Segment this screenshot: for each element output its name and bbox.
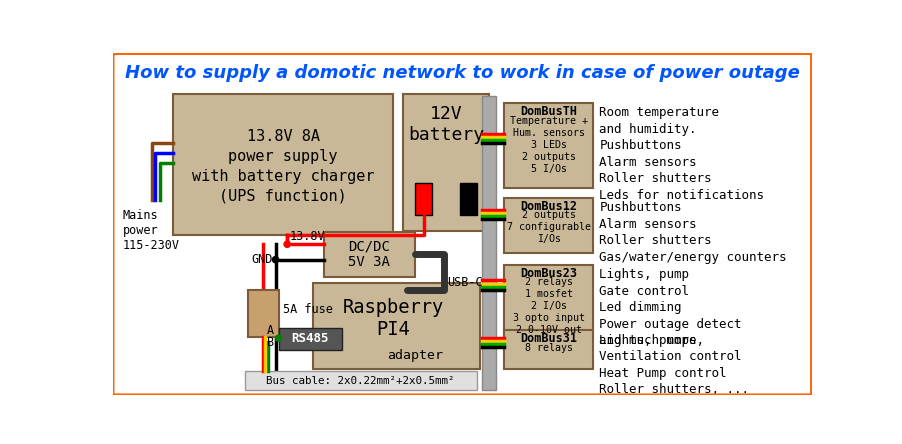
FancyBboxPatch shape xyxy=(173,94,392,235)
FancyBboxPatch shape xyxy=(244,371,477,390)
Circle shape xyxy=(284,241,290,247)
Text: DC/DC
5V 3A: DC/DC 5V 3A xyxy=(348,239,391,270)
FancyBboxPatch shape xyxy=(313,283,480,369)
Text: DomBus31: DomBus31 xyxy=(520,333,577,345)
Text: Pushbuttons
Alarm sensors
Roller shutters
Gas/water/energy counters: Pushbuttons Alarm sensors Roller shutter… xyxy=(600,201,787,264)
Bar xyxy=(460,182,477,215)
FancyBboxPatch shape xyxy=(504,198,594,254)
Text: 8 relays: 8 relays xyxy=(525,343,573,353)
Text: B: B xyxy=(267,336,274,349)
Text: Room temperature
and humidity.
Pushbuttons
Alarm sensors
Roller shutters
Leds fo: Room temperature and humidity. Pushbutto… xyxy=(600,107,765,202)
Text: Lights, pumps,
Ventilation control
Heat Pump control
Roller shutters, ...: Lights, pumps, Ventilation control Heat … xyxy=(600,333,750,396)
Circle shape xyxy=(275,335,281,341)
Text: How to supply a domotic network to work in case of power outage: How to supply a domotic network to work … xyxy=(124,64,800,82)
Text: 13.8V: 13.8V xyxy=(290,230,325,243)
Text: USB-C: USB-C xyxy=(447,276,483,289)
FancyBboxPatch shape xyxy=(248,289,279,337)
Bar xyxy=(415,182,432,215)
Text: 2 relays
1 mosfet
2 I/Os
3 opto input
2 0-10V out: 2 relays 1 mosfet 2 I/Os 3 opto input 2 … xyxy=(512,278,584,335)
Text: Lights, pump
Gate control
Led dimming
Power outage detect
and much more: Lights, pump Gate control Led dimming Po… xyxy=(600,268,742,347)
Circle shape xyxy=(272,257,279,263)
FancyBboxPatch shape xyxy=(504,330,594,369)
Text: 5A fuse: 5A fuse xyxy=(283,303,333,316)
Text: DomBusTH: DomBusTH xyxy=(520,105,577,118)
Text: 12V
battery: 12V battery xyxy=(408,106,484,144)
Text: GND: GND xyxy=(251,253,272,266)
Text: A: A xyxy=(267,324,274,337)
FancyBboxPatch shape xyxy=(403,94,489,231)
Bar xyxy=(482,95,495,390)
FancyBboxPatch shape xyxy=(504,103,594,188)
Text: 13.8V 8A
power supply
with battery charger
(UPS function): 13.8V 8A power supply with battery charg… xyxy=(192,129,374,204)
Text: adapter: adapter xyxy=(387,349,443,361)
Text: Temperature +
Hum. sensors
3 LEDs
2 outputs
5 I/Os: Temperature + Hum. sensors 3 LEDs 2 outp… xyxy=(510,115,588,174)
Text: DomBus12: DomBus12 xyxy=(520,200,577,213)
FancyBboxPatch shape xyxy=(324,232,415,277)
Text: Mains
power
115-230V: Mains power 115-230V xyxy=(123,209,179,252)
FancyBboxPatch shape xyxy=(279,328,342,350)
Text: Bus cable: 2x0.22mm²+2x0.5mm²: Bus cable: 2x0.22mm²+2x0.5mm² xyxy=(266,376,455,385)
Text: DomBus23: DomBus23 xyxy=(520,267,577,280)
FancyBboxPatch shape xyxy=(504,265,594,341)
Text: Raspberry
PI4: Raspberry PI4 xyxy=(343,298,444,339)
Text: 2 outputs
7 configurable
I/Os: 2 outputs 7 configurable I/Os xyxy=(507,210,591,244)
Text: RS485: RS485 xyxy=(291,333,329,345)
